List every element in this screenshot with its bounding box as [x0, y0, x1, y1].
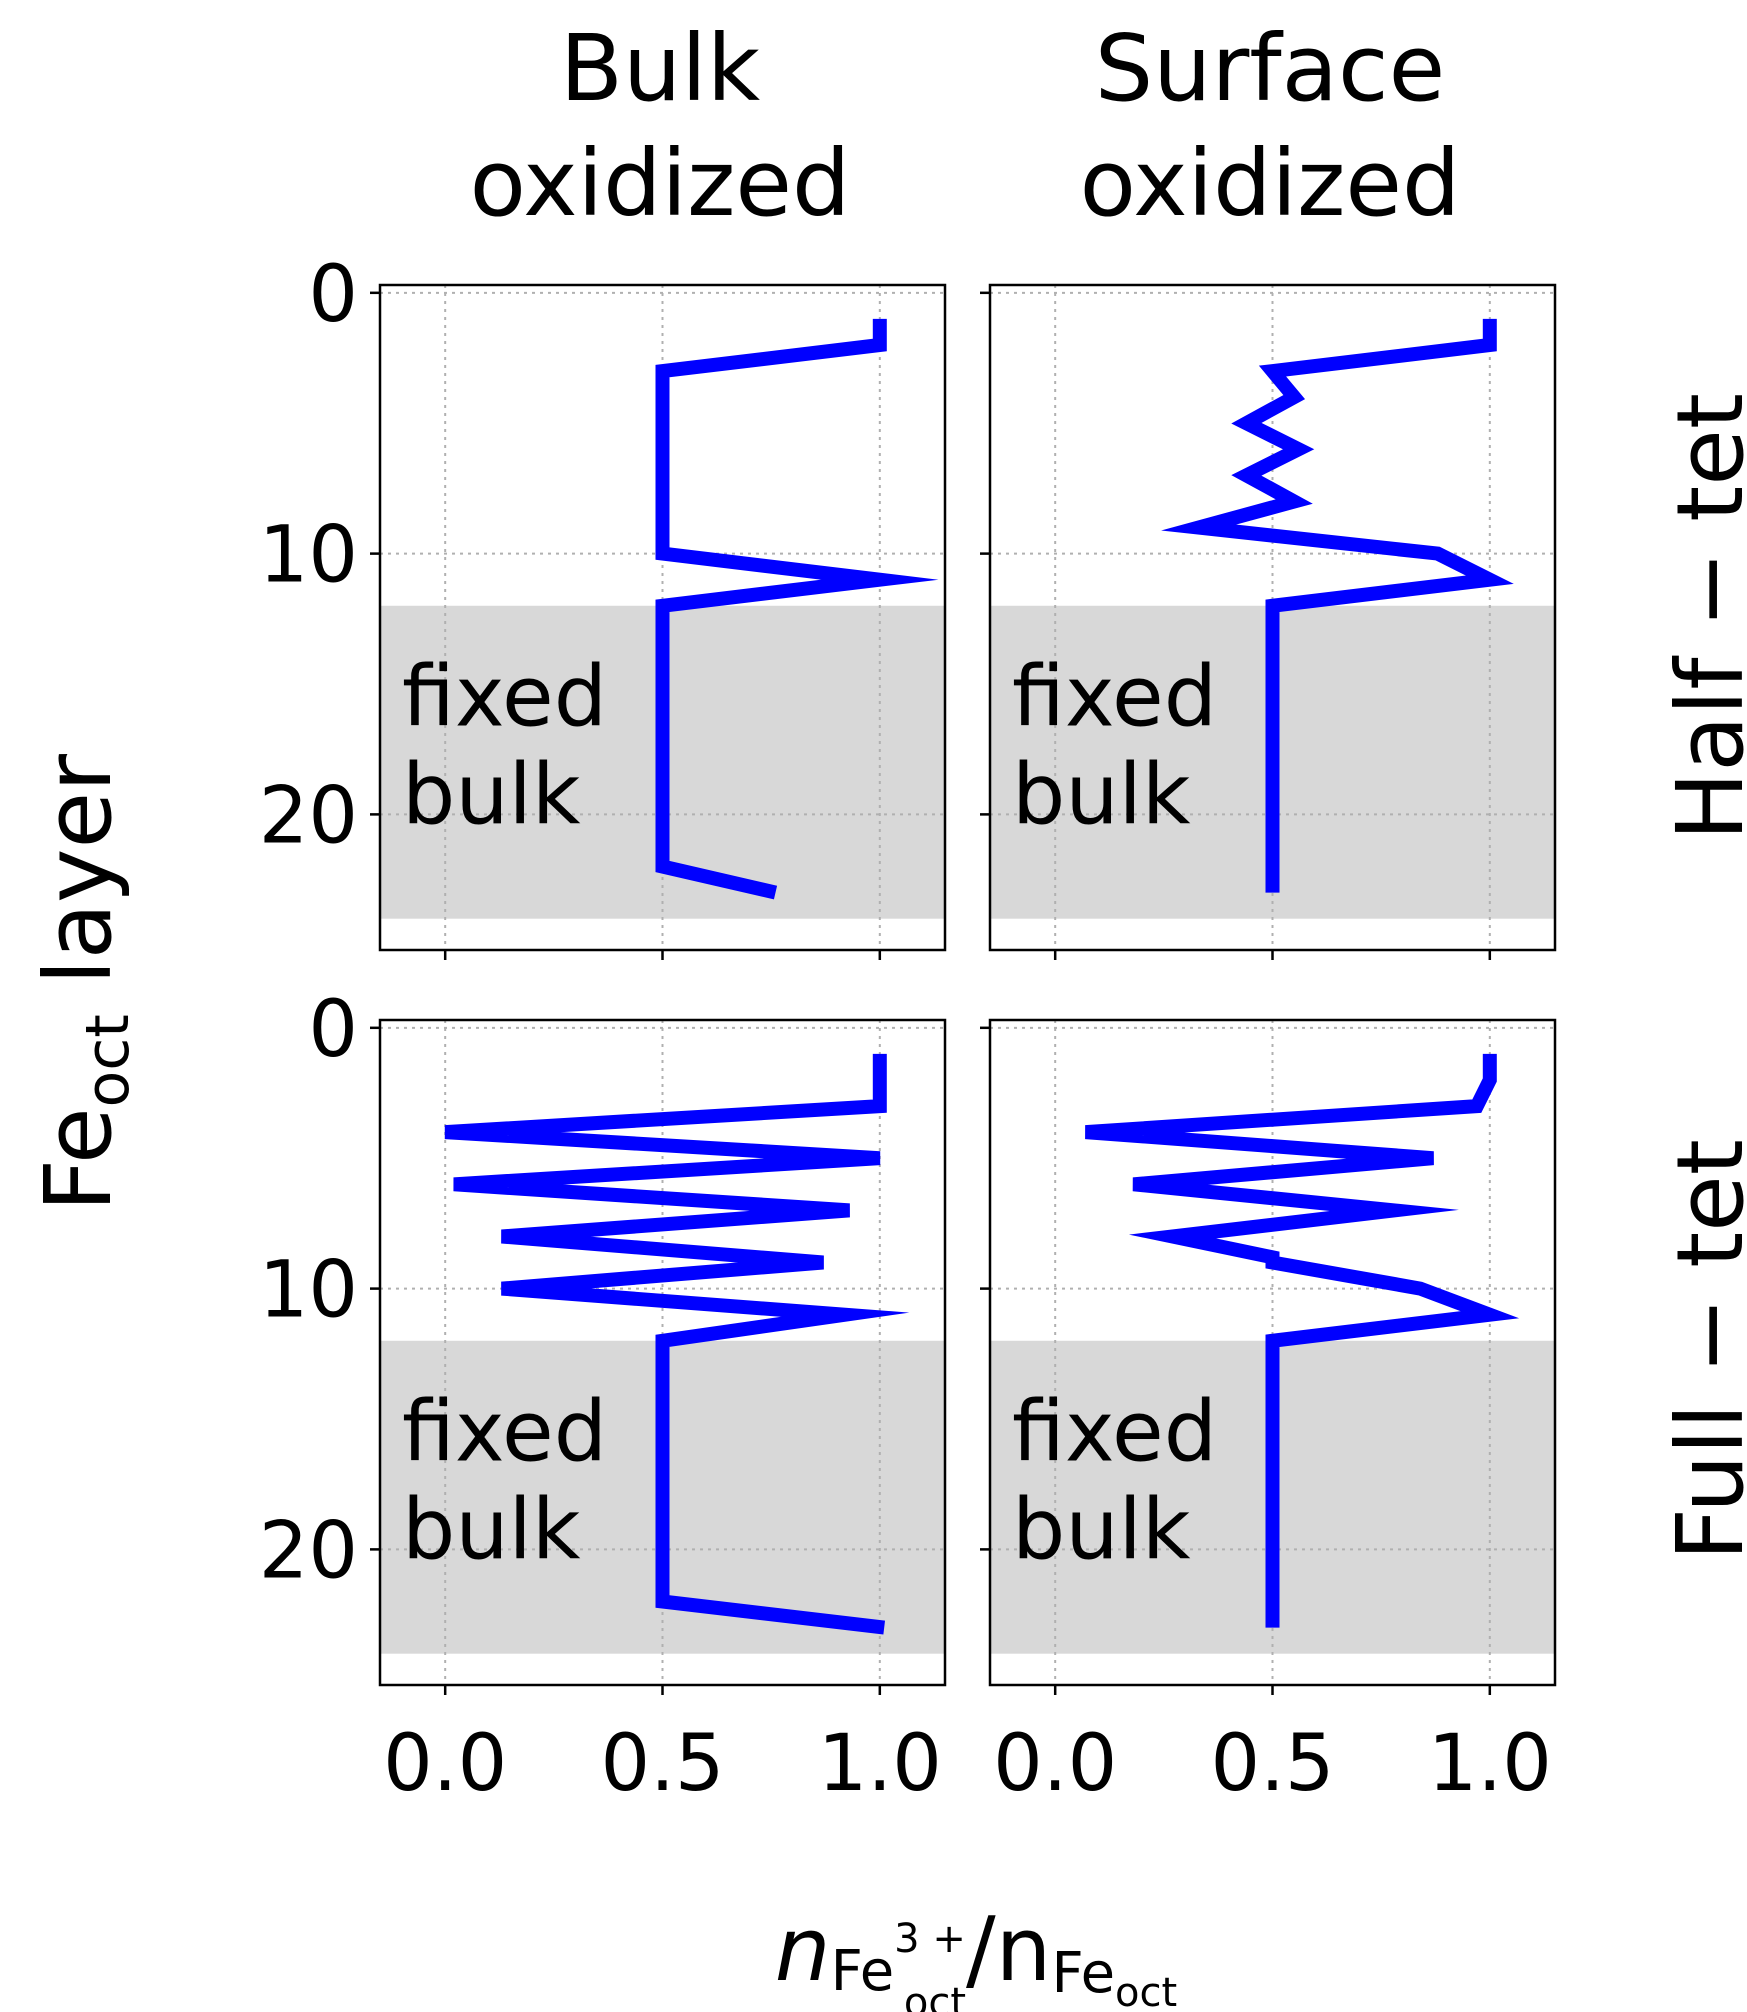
x-tick-label: 0.5: [1210, 1719, 1334, 1809]
fixed-bulk-label: fixed bulk: [1012, 1383, 1217, 1579]
fixed-bulk-label-line: bulk: [1012, 1481, 1191, 1579]
fixed-bulk-label: fixed bulk: [1012, 648, 1217, 844]
series-line: [1085, 1053, 1520, 1628]
y-tick-label: 0: [308, 985, 358, 1075]
panel-1: fixed bulk 0 10 20: [259, 250, 947, 960]
row-title-half-tet: Half − tet: [1657, 393, 1747, 841]
col-title-surface-line1: Surface: [1095, 15, 1445, 122]
fixed-bulk-label-line: bulk: [1012, 746, 1191, 844]
panel-3: fixed bulk 0 10 20 0.0 0.5 1.0: [259, 985, 947, 1809]
fixed-bulk-label-line: fixed: [1012, 1383, 1217, 1481]
col-title-bulk-line2: oxidized: [470, 130, 851, 237]
fixed-bulk-label: fixed bulk: [402, 648, 607, 844]
x-axis-label-slash: /n: [966, 1898, 1051, 2001]
series-line: [655, 318, 939, 900]
x-axis-label-fe2: Fe: [1051, 1941, 1115, 2006]
x-tick-label: 0.0: [383, 1719, 507, 1809]
x-axis-label-sub1: oct: [904, 1980, 966, 2012]
fixed-bulk-label-line: fixed: [402, 1383, 607, 1481]
x-axis-label-n: n: [775, 1898, 831, 2001]
x-tick-label: 1.0: [818, 1719, 942, 1809]
fixed-bulk-label-line: bulk: [402, 1481, 581, 1579]
y-axis-label-rest: layer: [25, 754, 132, 1014]
y-axis-label-base: Fe: [25, 1107, 132, 1212]
panel-4: fixed bulk 0.0 0.5 1.0: [980, 1018, 1557, 1809]
fixed-bulk-label-line: fixed: [402, 648, 607, 746]
row-title-full-tet: Full − tet: [1657, 1139, 1747, 1561]
x-axis-label-sup: 3 +: [894, 1916, 966, 1962]
x-axis-label-fe1: Fe: [831, 1939, 895, 2004]
y-axis-label-sub: oct: [73, 1014, 143, 1107]
series-line: [1161, 318, 1514, 893]
panel-2: fixed bulk: [980, 283, 1557, 960]
series-line: [444, 1053, 910, 1635]
x-axis-label: nFe3 + oct/nFeoct: [775, 1898, 1177, 2012]
y-tick-label: 10: [259, 1246, 358, 1336]
y-axis-label: Feoct layer: [25, 754, 143, 1212]
col-title-bulk-line1: Bulk: [560, 15, 761, 122]
y-tick-label: 20: [259, 1506, 358, 1596]
x-tick-label: 0.0: [993, 1719, 1117, 1809]
x-tick-label: 0.5: [600, 1719, 724, 1809]
col-title-surface-line2: oxidized: [1080, 130, 1461, 237]
fixed-bulk-label-line: fixed: [1012, 648, 1217, 746]
y-tick-label: 20: [259, 771, 358, 861]
x-tick-label: 1.0: [1428, 1719, 1552, 1809]
y-tick-label: 10: [259, 511, 358, 601]
x-axis-label-sub2: oct: [1115, 1970, 1177, 2012]
fixed-bulk-label: fixed bulk: [402, 1383, 607, 1579]
y-tick-label: 0: [308, 250, 358, 340]
fixed-bulk-label-line: bulk: [402, 746, 581, 844]
